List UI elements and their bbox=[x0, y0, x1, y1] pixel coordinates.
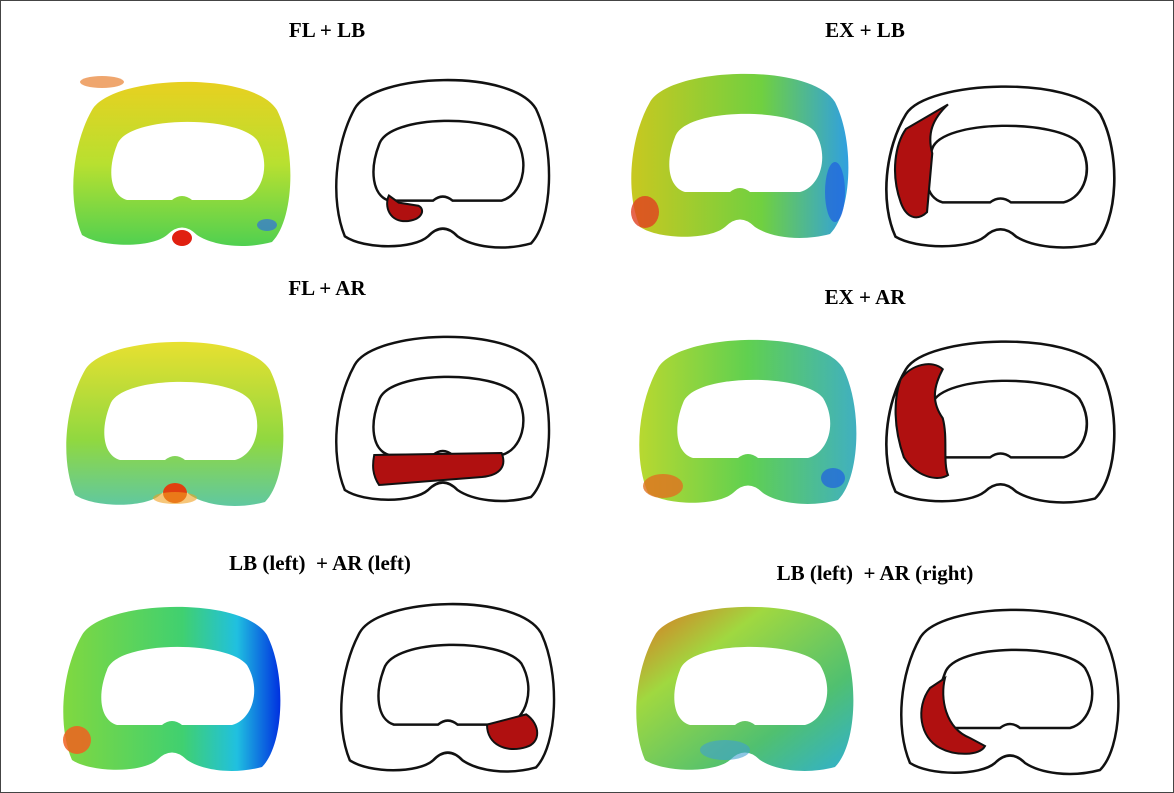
panel-title: LB (left) + AR (left) bbox=[229, 551, 411, 575]
outline-diagram bbox=[901, 610, 1118, 774]
panel-title: EX + LB bbox=[825, 18, 905, 42]
outline-diagram bbox=[886, 342, 1114, 503]
outline-diagram bbox=[336, 337, 549, 501]
panel-title: EX + AR bbox=[825, 285, 907, 309]
panel-title: FL + LB bbox=[289, 18, 365, 42]
panel-title: LB (left) + AR (right) bbox=[777, 561, 974, 585]
figure: FL + LB EX + LB FL + AR EX + AR LB (left… bbox=[0, 0, 1174, 793]
outline-diagram bbox=[341, 604, 554, 771]
outline-diagram bbox=[336, 80, 549, 247]
panel-title: FL + AR bbox=[288, 276, 366, 300]
outline-diagram bbox=[886, 87, 1114, 248]
